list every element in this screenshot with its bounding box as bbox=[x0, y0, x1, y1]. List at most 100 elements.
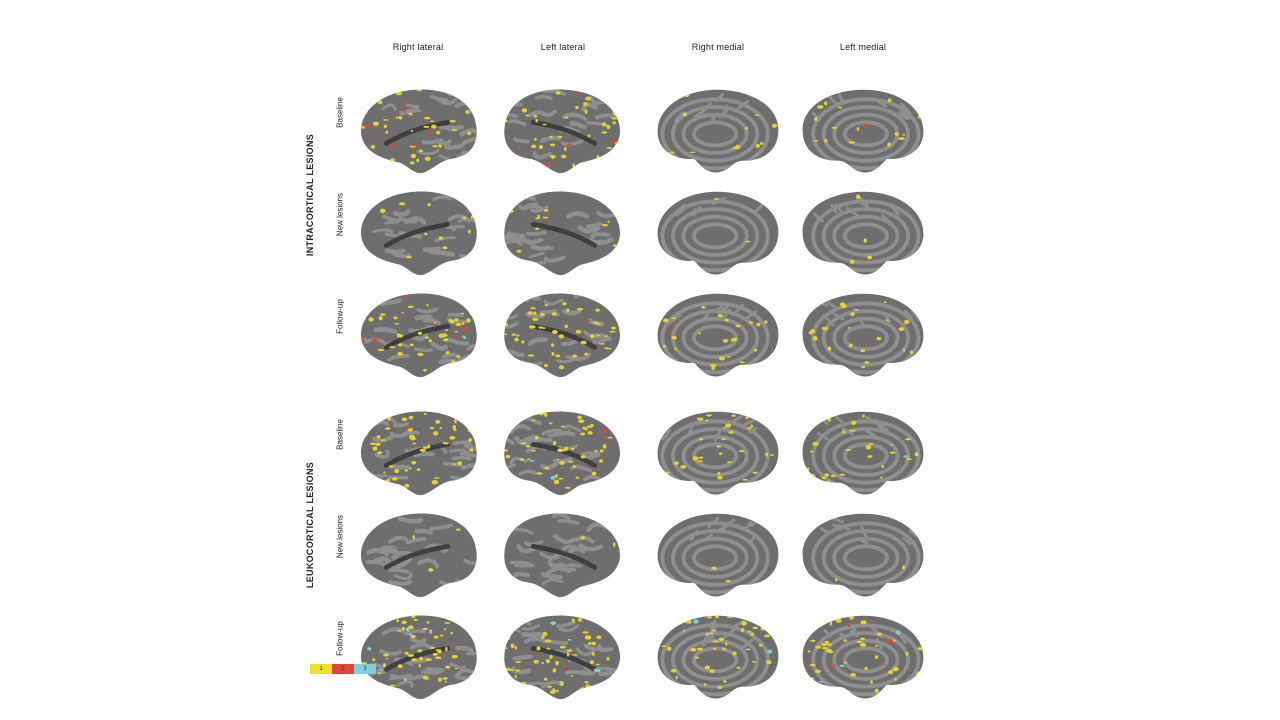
lesion-spot bbox=[916, 671, 923, 676]
lesion-spot bbox=[595, 308, 600, 312]
lesion-spot bbox=[545, 658, 550, 664]
lesion-spot bbox=[597, 161, 601, 164]
lesion-spot bbox=[588, 486, 595, 491]
lesion-spot bbox=[520, 442, 527, 445]
lesion-spot bbox=[616, 469, 620, 473]
lesion-spot bbox=[587, 134, 591, 138]
group-label-intracortical: INTRACORTICAL LESIONS bbox=[305, 133, 315, 257]
lesion-spot bbox=[519, 89, 526, 94]
lesion-spot bbox=[393, 316, 398, 320]
lesion-spot bbox=[512, 91, 518, 95]
lesion-spot bbox=[610, 299, 617, 304]
lesion-spot bbox=[850, 672, 857, 677]
lesion-spot bbox=[855, 194, 861, 200]
lesion-spot bbox=[431, 480, 439, 485]
lesion-spot bbox=[863, 238, 867, 243]
lesion-spot bbox=[817, 105, 824, 109]
lesion-spot bbox=[525, 114, 530, 117]
lesion-spot bbox=[558, 334, 564, 339]
lesion-spot bbox=[514, 646, 518, 650]
lesion-spot bbox=[589, 686, 595, 691]
lesion-spot bbox=[901, 615, 907, 618]
lesion-spot bbox=[755, 143, 760, 148]
lesion-spot bbox=[598, 343, 606, 345]
lesion-spot bbox=[682, 112, 688, 117]
lesion-spot bbox=[711, 629, 717, 632]
lesion-spot bbox=[377, 672, 382, 675]
lesion-spot bbox=[584, 681, 589, 684]
lesion-spot bbox=[440, 162, 448, 168]
color-legend: 1 2 3 bbox=[310, 664, 376, 674]
lesion-spot bbox=[504, 680, 511, 683]
lesion-spot bbox=[559, 460, 565, 465]
lesion-spot bbox=[505, 480, 511, 484]
lesion-spot bbox=[766, 628, 773, 633]
lesion-spot bbox=[725, 579, 731, 583]
lesion-spot bbox=[902, 565, 906, 570]
lesion-spot bbox=[517, 148, 521, 151]
lesion-spot bbox=[405, 627, 410, 632]
lesion-spot bbox=[512, 363, 518, 368]
brain-leukocortical-row2-col4 bbox=[793, 504, 933, 604]
lesion-spot bbox=[361, 125, 365, 129]
lesion-spot bbox=[559, 645, 566, 649]
brain-leukocortical-row2-col3 bbox=[648, 504, 788, 604]
sylvian-fissure bbox=[383, 543, 451, 570]
lesion-spot bbox=[589, 660, 594, 665]
lesion-spot bbox=[430, 646, 435, 649]
brain-intracortical-row3-col4 bbox=[793, 284, 933, 384]
lesion-spot bbox=[912, 479, 919, 483]
lesion-spot bbox=[595, 322, 601, 325]
lesion-spot bbox=[747, 630, 752, 633]
lesion-spot bbox=[370, 156, 377, 161]
lesion-spot bbox=[664, 471, 670, 474]
lesion-spot bbox=[555, 354, 561, 358]
lesion-spot bbox=[602, 444, 607, 449]
lesion-spot bbox=[504, 333, 508, 336]
lesion-spot bbox=[426, 434, 431, 440]
lesion-spot bbox=[404, 483, 410, 488]
lesion-spot bbox=[604, 335, 608, 337]
lesion-spot bbox=[538, 411, 545, 416]
lesion-spot bbox=[395, 91, 403, 96]
lesion-spot bbox=[460, 412, 464, 417]
lesion-spot bbox=[394, 322, 399, 325]
lesion-spot bbox=[579, 687, 586, 692]
lesion-spot bbox=[383, 124, 388, 128]
lesion-spot bbox=[549, 135, 553, 138]
lesion-spot bbox=[372, 121, 379, 126]
lesion-spot bbox=[749, 93, 755, 97]
lesion-spot bbox=[614, 141, 620, 146]
lesion-spot bbox=[409, 343, 414, 347]
lesion-spot bbox=[549, 422, 553, 425]
lesion-spot bbox=[673, 461, 679, 465]
lesion-spot bbox=[544, 466, 550, 470]
lesion-spot bbox=[749, 411, 755, 415]
lesion-spot bbox=[456, 355, 461, 358]
lesion-spot bbox=[405, 255, 413, 259]
lesion-spot bbox=[705, 419, 708, 422]
lesion-spot bbox=[585, 684, 591, 688]
lesion-spot bbox=[433, 477, 440, 479]
brain-leukocortical-row1-col4 bbox=[793, 402, 933, 502]
lesion-spot bbox=[570, 675, 574, 677]
sylvian-fissure bbox=[530, 119, 598, 146]
lesion-spot bbox=[739, 361, 746, 364]
lesion-spot bbox=[881, 615, 888, 618]
lesion-spot bbox=[675, 675, 678, 680]
sylvian-fissure bbox=[383, 221, 451, 248]
lesion-spot bbox=[661, 295, 665, 299]
lesion-spot bbox=[531, 654, 536, 657]
lesion-spot bbox=[609, 330, 616, 333]
lesion-spot bbox=[742, 478, 748, 481]
lesion-spot bbox=[507, 209, 514, 213]
lesion-spot bbox=[876, 632, 883, 637]
lesion-spot bbox=[735, 324, 741, 328]
lesion-spot bbox=[905, 438, 912, 441]
lesion-spot bbox=[721, 438, 727, 441]
lesion-spot bbox=[756, 322, 761, 327]
lesion-spot bbox=[917, 115, 923, 119]
lesion-spot bbox=[884, 301, 887, 304]
lesion-spot bbox=[540, 312, 545, 317]
lesion-spot bbox=[469, 312, 474, 316]
